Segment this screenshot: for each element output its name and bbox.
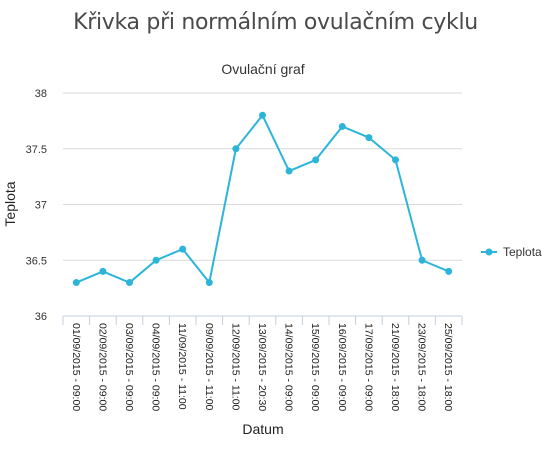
data-point[interactable] <box>445 267 453 275</box>
data-point[interactable] <box>338 122 346 130</box>
x-tick-label: 12/09/2015 - 11:00 <box>229 323 241 411</box>
y-tick-label: 37.5 <box>26 144 47 156</box>
x-tick-label: 04/09/2015 - 09:00 <box>150 323 162 411</box>
data-point[interactable] <box>259 111 266 119</box>
data-point[interactable] <box>205 279 213 287</box>
x-tick-label: 17/09/2015 - 09:00 <box>362 323 374 411</box>
data-point[interactable] <box>179 245 187 253</box>
y-axis-label: Teplota <box>2 181 18 226</box>
legend[interactable]: Teplota <box>481 245 542 259</box>
x-tick-label: 13/09/2015 - 20:30 <box>256 323 268 411</box>
x-tick-label: 21/09/2015 - 18:00 <box>389 323 401 411</box>
series-line <box>75 114 450 284</box>
data-point[interactable] <box>232 145 240 153</box>
data-point[interactable] <box>72 279 80 287</box>
y-tick-label: 36 <box>35 311 47 323</box>
data-point[interactable] <box>126 279 133 287</box>
grid-lines <box>63 92 462 261</box>
data-point[interactable] <box>365 134 373 142</box>
data-point[interactable] <box>418 256 426 264</box>
x-axis-ticks: 01/09/2015 - 09:00 02/09/2015 - 09:00 03/0… <box>70 323 454 411</box>
y-tick-label: 38 <box>35 88 47 100</box>
x-axis <box>62 315 463 325</box>
x-tick-label: 02/09/2015 - 09:00 <box>96 323 108 411</box>
x-tick-label: 11/09/2015 - 11:00 <box>176 323 188 410</box>
data-point[interactable] <box>312 156 320 164</box>
y-axis-ticks: 36 36.5 37 37.5 38 <box>26 88 47 323</box>
x-tick-label: 25/09/2015 - 18:00 <box>442 323 454 411</box>
series-teplota <box>72 111 453 287</box>
x-axis-label: Datum <box>242 421 283 437</box>
data-point[interactable] <box>152 256 160 264</box>
x-tick-label: 03/09/2015 - 09:00 <box>123 323 135 411</box>
y-tick-label: 36.5 <box>26 255 47 267</box>
page-title: Křivka při normálním ovulačním cyklu <box>73 10 478 35</box>
data-point[interactable] <box>99 267 107 275</box>
data-point[interactable] <box>285 167 293 175</box>
y-tick-label: 37 <box>35 200 47 212</box>
legend-marker-icon <box>485 248 493 256</box>
x-tick-label: 15/09/2015 - 09:00 <box>309 323 321 411</box>
x-tick-label: 14/09/2015 - 09:00 <box>283 323 295 411</box>
legend-label-teplota: Teplota <box>503 245 542 259</box>
x-tick-label: 09/09/2015 - 11:00 <box>203 323 215 411</box>
x-tick-label: 23/09/2015 - 18:00 <box>416 323 428 411</box>
chart-title: Ovulační graf <box>221 61 304 77</box>
x-tick-label: 01/09/2015 - 09:00 <box>70 323 82 411</box>
data-point[interactable] <box>392 156 399 164</box>
x-tick-label: 16/09/2015 - 09:00 <box>336 323 348 411</box>
